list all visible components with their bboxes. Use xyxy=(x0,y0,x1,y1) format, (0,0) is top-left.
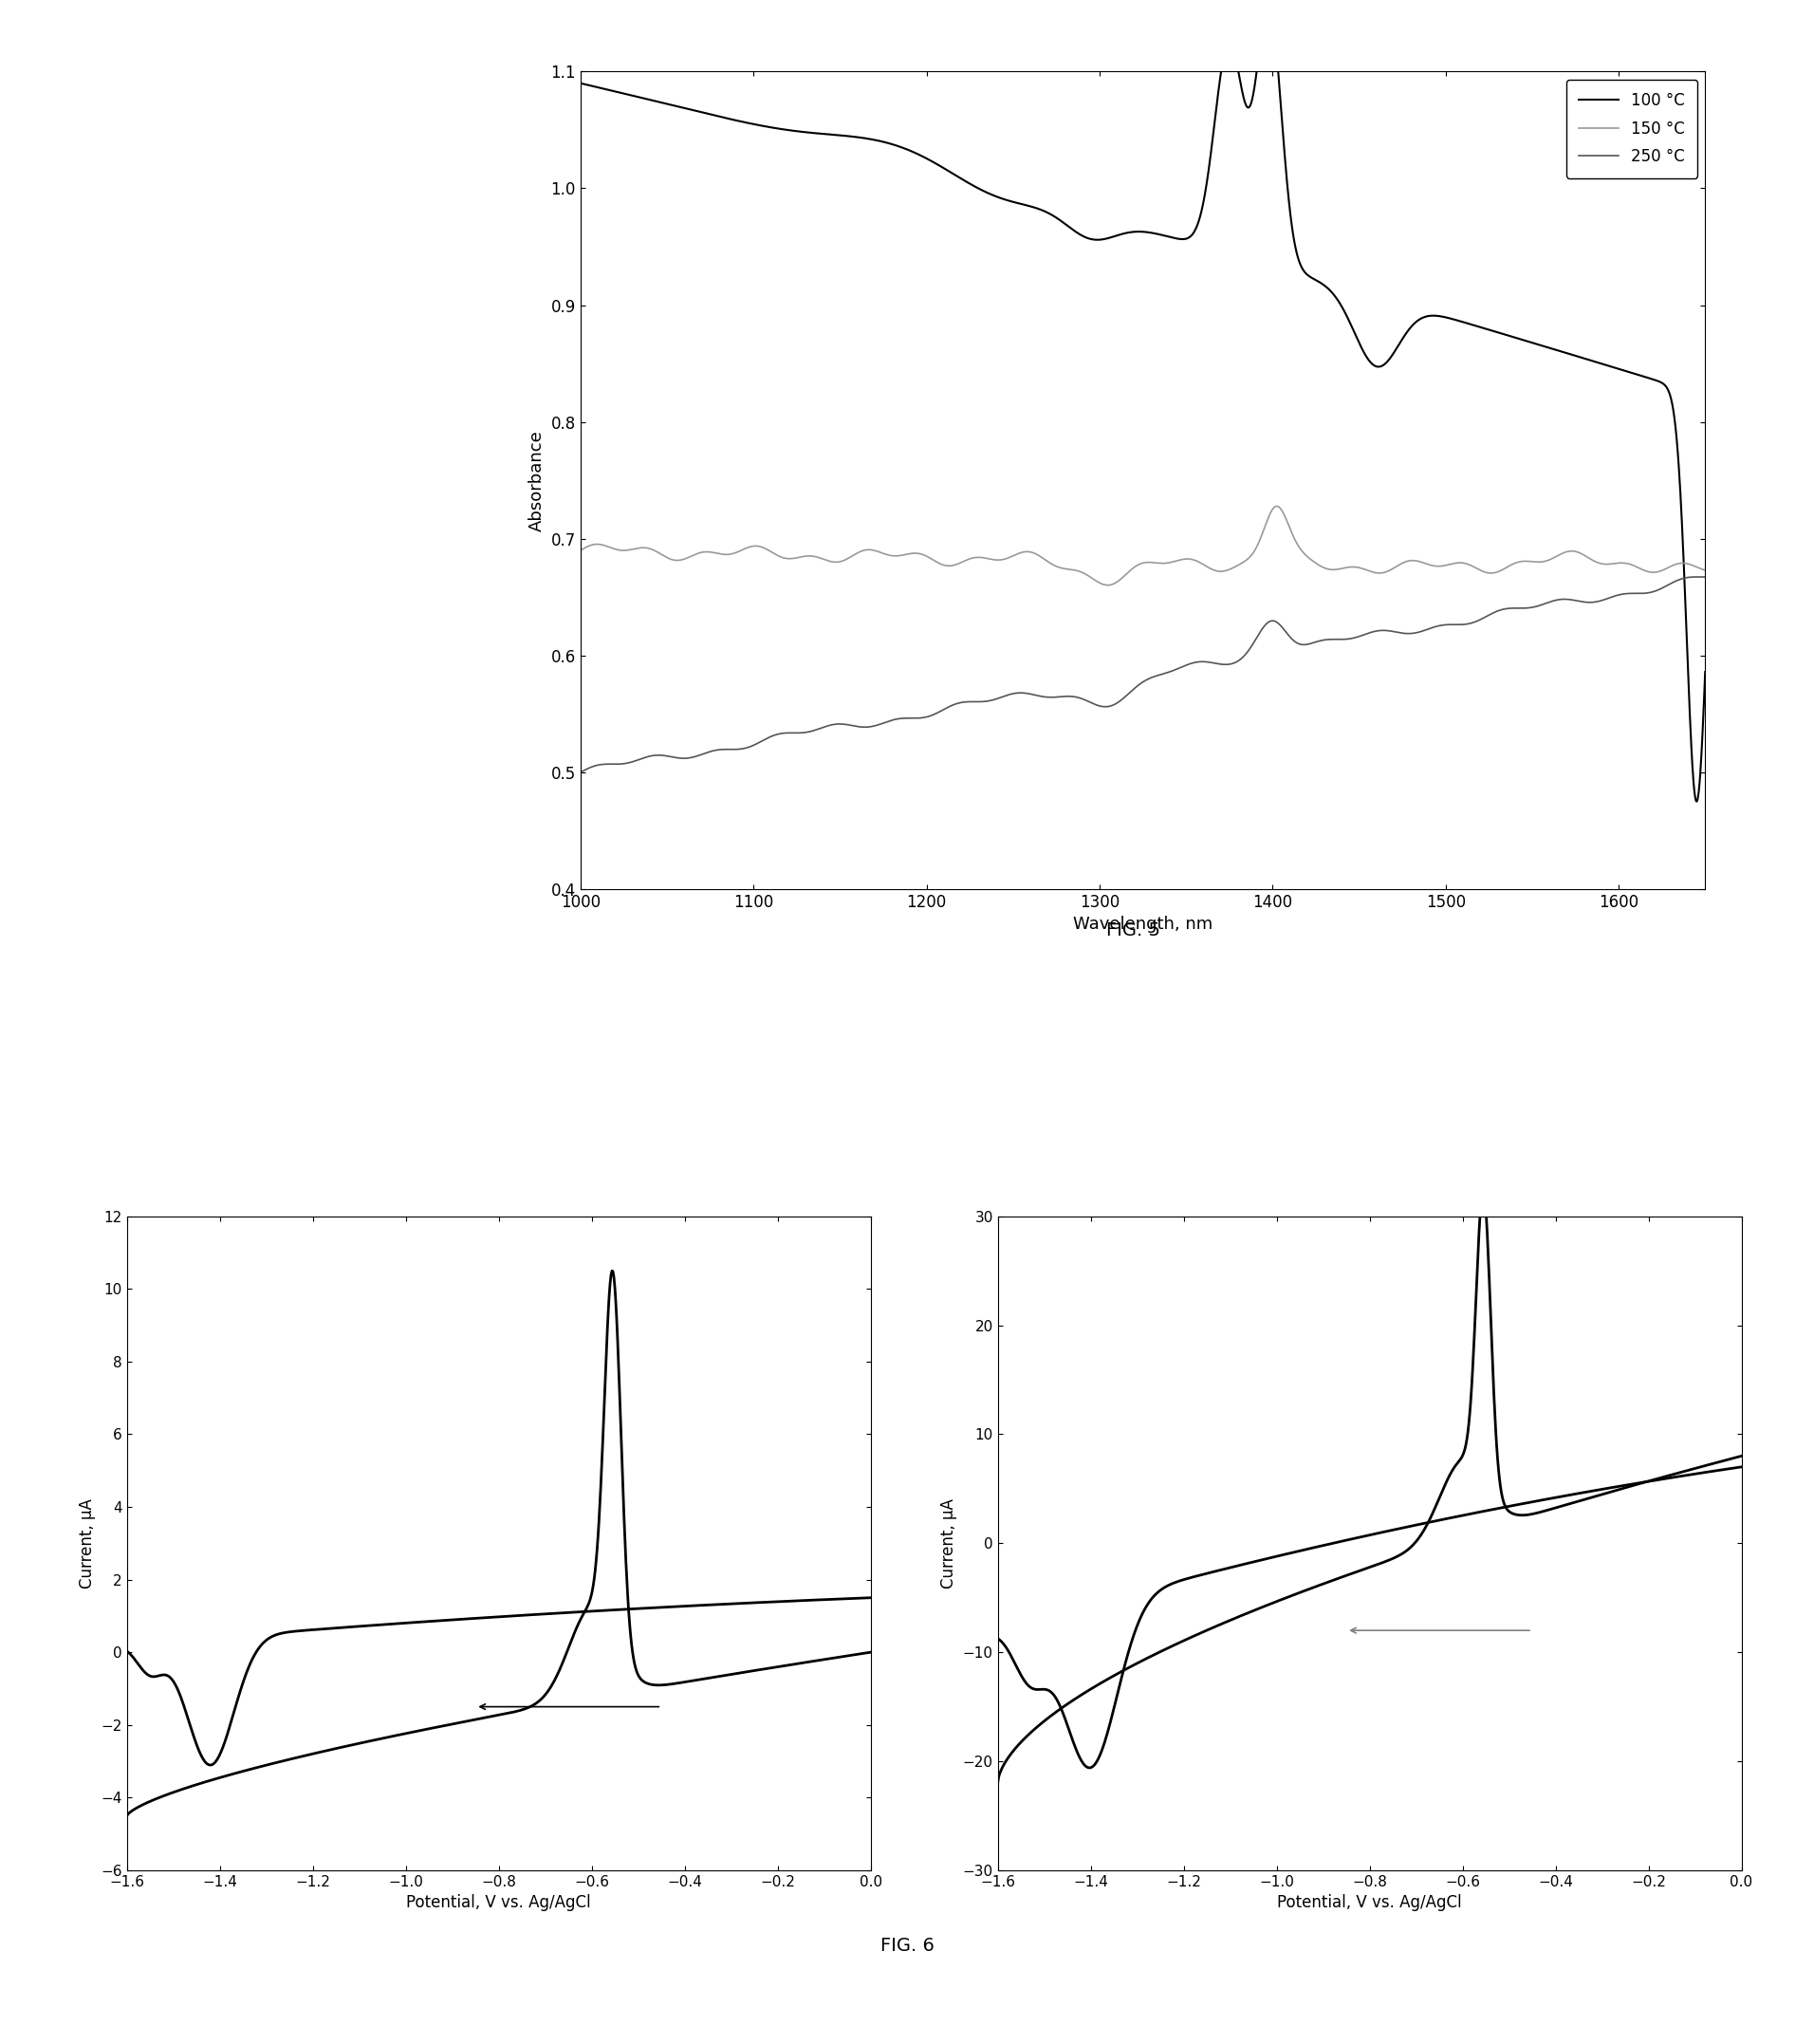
100 °C xyxy=(1253,0,1275,25)
150 °C xyxy=(1673,552,1694,576)
250 °C xyxy=(698,740,720,764)
150 °C xyxy=(1050,556,1072,580)
X-axis label: Wavelength, nm: Wavelength, nm xyxy=(1072,916,1214,934)
100 °C xyxy=(1673,544,1694,568)
100 °C xyxy=(570,72,591,96)
150 °C xyxy=(1694,558,1716,583)
100 °C xyxy=(698,102,720,127)
150 °C xyxy=(570,538,591,562)
Text: FIG. 6: FIG. 6 xyxy=(880,1938,934,1954)
Y-axis label: Absorbance: Absorbance xyxy=(528,429,546,531)
250 °C xyxy=(766,724,787,748)
100 °C xyxy=(1551,339,1573,364)
250 °C xyxy=(1685,564,1707,589)
100 °C xyxy=(1694,660,1716,685)
150 °C xyxy=(1097,572,1119,597)
Text: FIG. 5: FIG. 5 xyxy=(1107,922,1161,938)
250 °C xyxy=(1551,587,1573,611)
250 °C xyxy=(1050,685,1072,709)
250 °C xyxy=(1694,564,1716,589)
Line: 250 °C: 250 °C xyxy=(580,576,1705,773)
100 °C xyxy=(1685,789,1707,814)
150 °C xyxy=(766,542,787,566)
Y-axis label: Current, μA: Current, μA xyxy=(78,1498,96,1588)
X-axis label: Potential, V vs. Ag/AgCl: Potential, V vs. Ag/AgCl xyxy=(1277,1895,1462,1911)
150 °C xyxy=(1266,495,1288,519)
150 °C xyxy=(1001,544,1023,568)
250 °C xyxy=(570,760,591,785)
250 °C xyxy=(1001,681,1023,705)
Line: 100 °C: 100 °C xyxy=(580,12,1705,801)
250 °C xyxy=(1673,566,1694,591)
100 °C xyxy=(1050,208,1072,233)
Y-axis label: Current, μA: Current, μA xyxy=(940,1498,958,1588)
100 °C xyxy=(1001,190,1023,215)
Legend: 100 °C, 150 °C, 250 °C: 100 °C, 150 °C, 250 °C xyxy=(1565,80,1698,178)
Line: 150 °C: 150 °C xyxy=(580,507,1705,585)
100 °C xyxy=(766,117,787,141)
X-axis label: Potential, V vs. Ag/AgCl: Potential, V vs. Ag/AgCl xyxy=(406,1895,591,1911)
150 °C xyxy=(698,540,720,564)
150 °C xyxy=(1551,542,1573,566)
